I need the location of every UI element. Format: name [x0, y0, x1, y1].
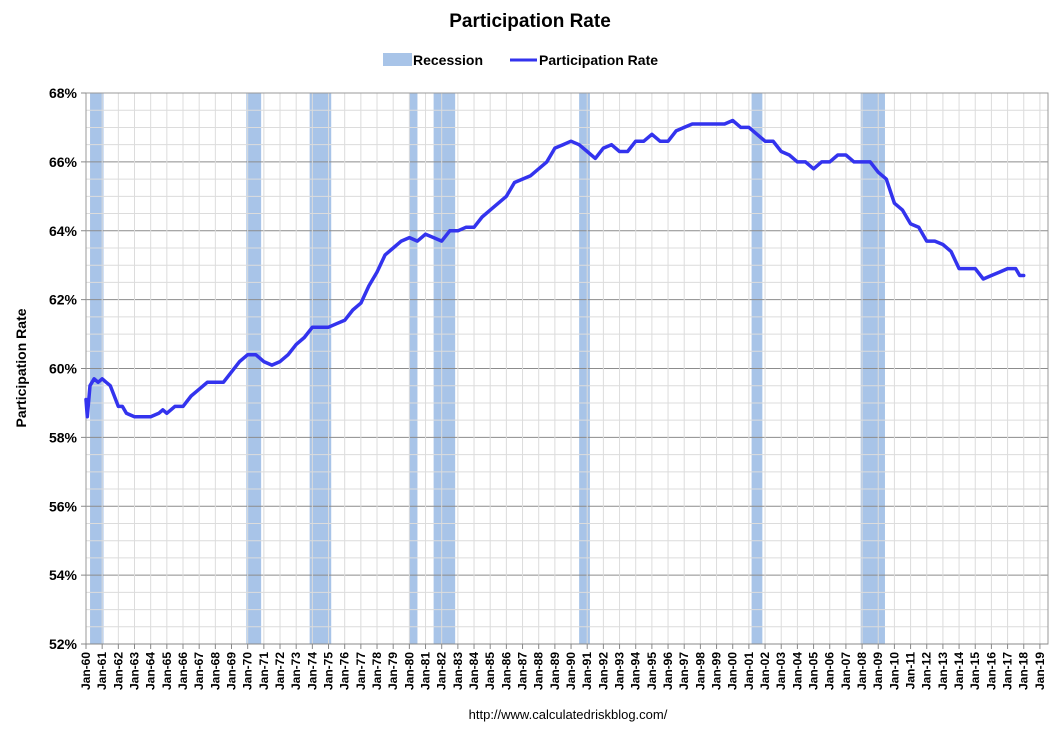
x-tick-label: Jan-75	[322, 652, 336, 690]
x-tick-label: Jan-94	[629, 652, 643, 690]
legend-swatch-recession	[383, 53, 412, 66]
x-tick-label: Jan-07	[839, 652, 853, 690]
y-axis-label: Participation Rate	[13, 308, 29, 427]
x-tick-label: Jan-72	[273, 652, 287, 690]
x-tick-label: Jan-13	[936, 652, 950, 690]
x-axis: Jan-60 Jan-61 Jan-62 Jan-63 Jan-64 Jan-65 Jan-…	[79, 643, 1048, 690]
x-tick-label: Jan-88	[532, 652, 546, 690]
y-tick-label: 58%	[49, 429, 78, 445]
y-tick-label: 56%	[49, 498, 78, 514]
x-tick-label: Jan-73	[289, 652, 303, 690]
x-tick-label: Jan-82	[435, 652, 449, 690]
x-tick-label: Jan-71	[257, 652, 271, 690]
x-tick-label: Jan-90	[564, 652, 578, 690]
series-layer	[84, 118, 1026, 419]
x-tick-label: Jan-99	[710, 652, 724, 690]
x-tick-label: Jan-77	[354, 652, 368, 690]
x-tick-label: Jan-19	[1033, 652, 1047, 690]
y-tick-label: 62%	[49, 292, 78, 308]
x-tick-label: Jan-12	[920, 652, 934, 690]
x-tick-label: Jan-76	[338, 652, 352, 690]
x-tick-label: Jan-65	[160, 652, 174, 690]
x-tick-label: Jan-87	[516, 652, 530, 690]
x-tick-label: Jan-18	[1017, 652, 1031, 690]
x-tick-label: Jan-89	[548, 652, 562, 690]
x-tick-label: Jan-95	[645, 652, 659, 690]
chart-title: Participation Rate	[449, 11, 611, 32]
x-tick-label: Jan-01	[742, 652, 756, 690]
x-tick-label: Jan-02	[758, 652, 772, 690]
series-line-participation-rate	[84, 118, 1026, 419]
x-tick-label: Jan-91	[580, 652, 594, 690]
legend-label-participation-rate: Participation Rate	[539, 52, 658, 68]
x-tick-label: Jan-70	[241, 652, 255, 690]
x-tick-label: Jan-05	[807, 652, 821, 690]
x-tick-label: Jan-74	[305, 652, 319, 690]
y-tick-label: 52%	[49, 636, 78, 652]
x-tick-label: Jan-00	[726, 652, 740, 690]
x-tick-label: Jan-83	[451, 652, 465, 690]
x-tick-label: Jan-15	[968, 652, 982, 690]
x-tick-label: Jan-63	[128, 652, 142, 690]
source-credit: http://www.calculatedriskblog.com/	[469, 707, 668, 722]
x-tick-label: Jan-98	[693, 652, 707, 690]
x-tick-label: Jan-85	[483, 652, 497, 690]
x-tick-label: Jan-10	[887, 652, 901, 690]
x-tick-label: Jan-86	[499, 652, 513, 690]
y-axis: 52% 54% 56% 58% 60% 62% 64% 66% 68%	[49, 85, 86, 652]
x-tick-label: Jan-84	[467, 652, 481, 690]
y-tick-label: 60%	[49, 361, 78, 377]
x-tick-label: Jan-78	[370, 652, 384, 690]
x-tick-label: Jan-92	[596, 652, 610, 690]
x-tick-label: Jan-96	[661, 652, 675, 690]
x-tick-label: Jan-09	[871, 652, 885, 690]
x-tick-label: Jan-14	[952, 652, 966, 690]
grid-lines	[85, 92, 1048, 645]
x-tick-label: Jan-79	[386, 652, 400, 690]
y-tick-label: 66%	[49, 154, 78, 170]
x-tick-label: Jan-04	[790, 652, 804, 690]
x-tick-label: Jan-08	[855, 652, 869, 690]
x-tick-label: Jan-67	[192, 652, 206, 690]
x-tick-label: Jan-11	[904, 652, 918, 690]
x-tick-label: Jan-68	[208, 652, 222, 690]
x-tick-label: Jan-61	[95, 652, 109, 690]
y-tick-label: 64%	[49, 223, 78, 239]
chart-legend: Recession Participation Rate	[383, 52, 658, 68]
x-tick-label: Jan-16	[984, 652, 998, 690]
x-tick-label: Jan-69	[225, 652, 239, 690]
x-tick-label: Jan-81	[419, 652, 433, 690]
x-tick-label: Jan-60	[79, 652, 93, 690]
y-tick-label: 54%	[49, 567, 78, 583]
x-tick-label: Jan-17	[1001, 652, 1015, 690]
x-tick-label: Jan-03	[774, 652, 788, 690]
y-tick-label: 68%	[49, 85, 78, 101]
x-tick-label: Jan-93	[613, 652, 627, 690]
x-tick-label: Jan-97	[677, 652, 691, 690]
x-tick-label: Jan-06	[823, 652, 837, 690]
x-tick-label: Jan-62	[111, 652, 125, 690]
x-tick-label: Jan-66	[176, 652, 190, 690]
x-tick-label: Jan-80	[402, 652, 416, 690]
x-tick-label: Jan-64	[144, 652, 158, 690]
legend-label-recession: Recession	[413, 52, 483, 68]
